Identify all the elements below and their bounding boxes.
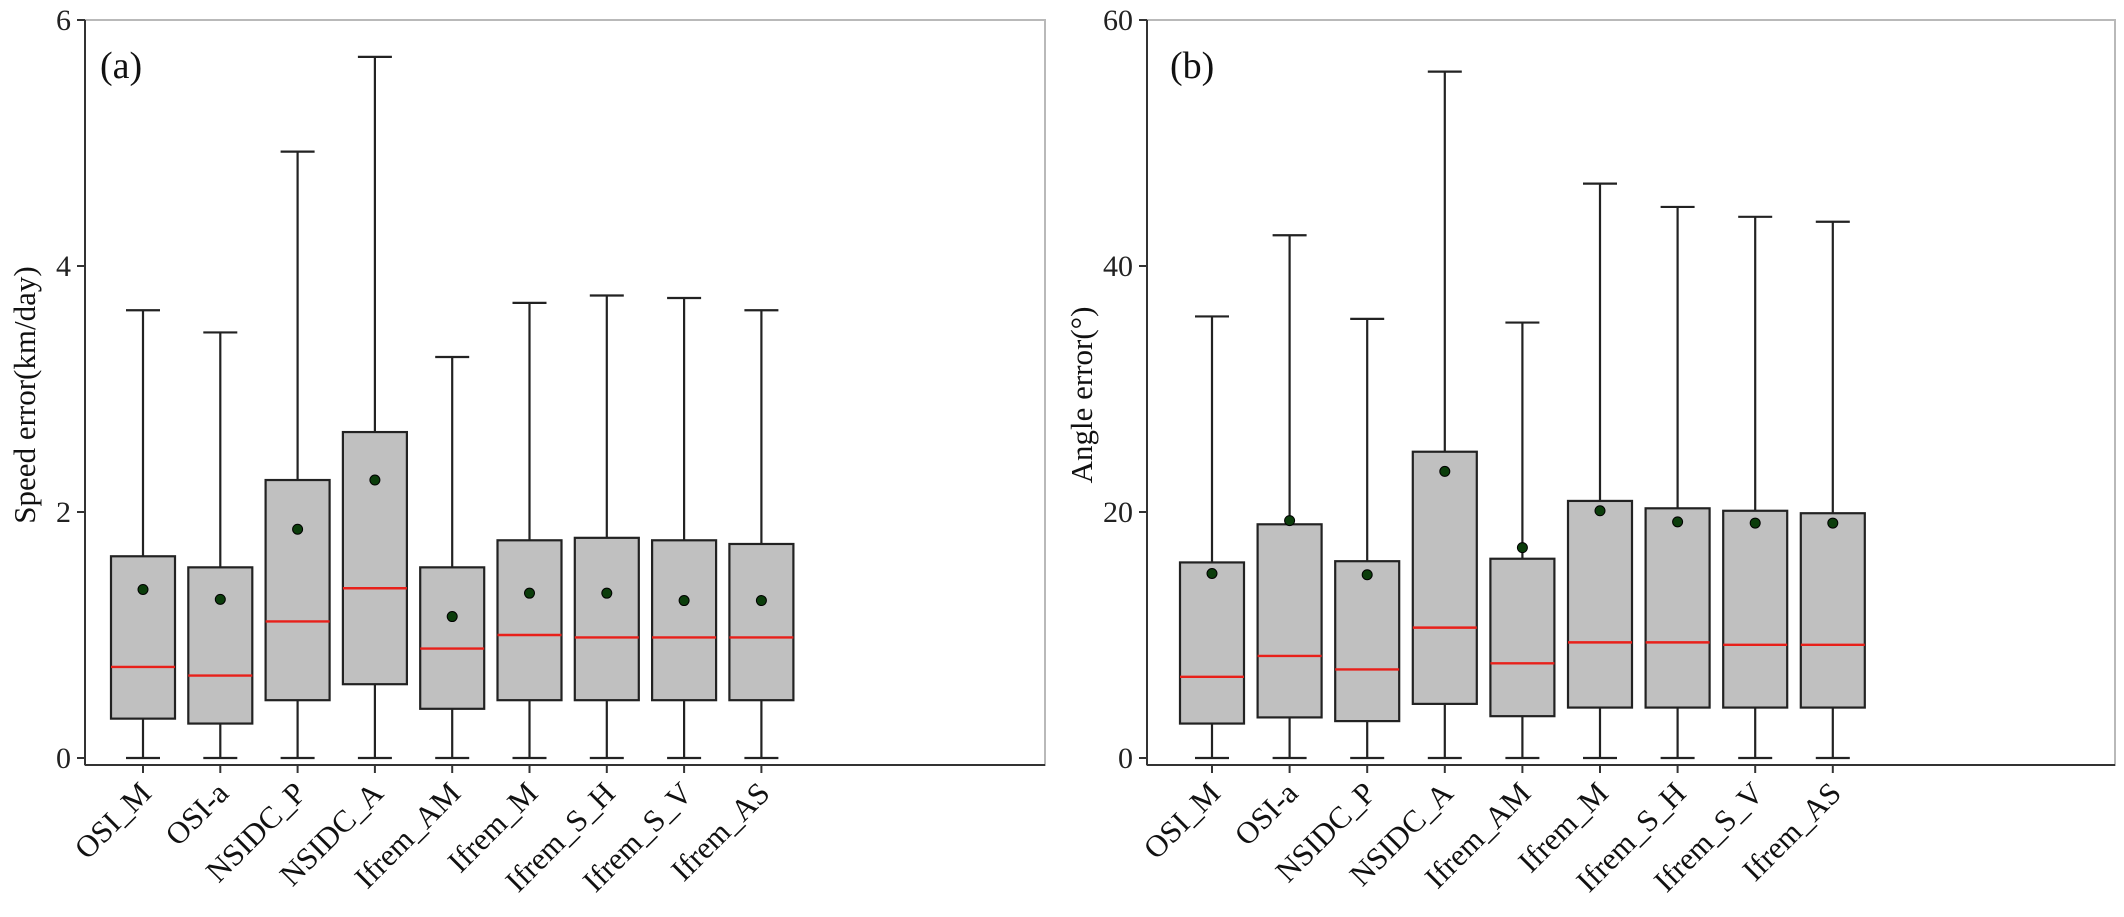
box-NSIDC_A bbox=[1411, 70, 1478, 760]
y-tick-label: 4 bbox=[56, 250, 71, 283]
box-NSIDC_P bbox=[1334, 317, 1401, 760]
mean-point bbox=[601, 587, 613, 599]
panel-b-category-labels: OSI_M OSI-aNSIDC_PNSIDC_AIfrem_AMIfrem_MI… bbox=[1136, 765, 1848, 899]
mean-point bbox=[1749, 517, 1761, 529]
iqr-box bbox=[419, 566, 486, 710]
mean-point bbox=[214, 593, 226, 605]
iqr-box bbox=[187, 566, 254, 725]
y-tick-label: 2 bbox=[56, 496, 71, 529]
iqr-box bbox=[341, 430, 408, 686]
iqr-box bbox=[109, 555, 177, 720]
category-label: OSI_M bbox=[67, 775, 158, 866]
box-Ifrem_M bbox=[496, 301, 563, 760]
box-NSIDC_P bbox=[264, 150, 331, 760]
iqr-box bbox=[1411, 450, 1478, 705]
panel-a-category-labels: OSI_M OSI-aNSIDC_PNSIDC_AIfrem_AMIfrem_MI… bbox=[67, 765, 776, 899]
category-label: OSI_M bbox=[1136, 775, 1227, 866]
y-tick-label: 0 bbox=[1118, 742, 1133, 775]
box-Ifrem_S_V bbox=[1722, 215, 1789, 760]
y-tick-label: 20 bbox=[1103, 496, 1133, 529]
iqr-box bbox=[1644, 507, 1711, 709]
iqr-box bbox=[1178, 561, 1246, 725]
iqr-box bbox=[1489, 557, 1556, 718]
iqr-box bbox=[1722, 509, 1789, 709]
iqr-box bbox=[650, 539, 718, 702]
mean-point bbox=[1361, 569, 1373, 581]
box-OSI_M bbox=[1178, 315, 1246, 760]
mean-point bbox=[369, 474, 381, 486]
panel-b: (b) Angle error(°) 0 20 40 60 OSI_M OSI-aNSI… bbox=[1064, 4, 2116, 899]
mean-point bbox=[137, 583, 149, 595]
mean-point bbox=[446, 611, 458, 623]
mean-point bbox=[1206, 568, 1218, 579]
mean-point bbox=[1439, 465, 1451, 477]
iqr-box bbox=[573, 536, 640, 702]
panel-b-boxes bbox=[1178, 70, 1866, 760]
iqr-box bbox=[264, 478, 331, 702]
mean-point bbox=[755, 595, 767, 607]
box-Ifrem_S_V bbox=[650, 296, 718, 760]
box-OSI-a bbox=[187, 331, 254, 760]
box-Ifrem_M bbox=[1566, 182, 1634, 760]
mean-point bbox=[1516, 542, 1528, 554]
mean-point bbox=[678, 595, 690, 607]
iqr-box bbox=[496, 539, 563, 702]
box-Ifrem_S_H bbox=[1644, 205, 1711, 760]
box-OSI-a bbox=[1256, 234, 1323, 760]
y-tick-label: 6 bbox=[56, 4, 71, 37]
mean-point bbox=[1284, 515, 1296, 527]
panel-a-y-axis-label: Speed error(km/day) bbox=[7, 266, 42, 523]
box-Ifrem_AS bbox=[728, 309, 795, 760]
box-Ifrem_AM bbox=[1489, 321, 1556, 760]
panel-b-y-axis-label: Angle error(°) bbox=[1064, 307, 1099, 484]
iqr-box bbox=[1256, 523, 1323, 719]
box-Ifrem_S_H bbox=[573, 294, 640, 760]
iqr-box bbox=[1566, 499, 1634, 709]
mean-point bbox=[1594, 505, 1606, 517]
mean-point bbox=[292, 523, 304, 535]
panel-b-y-ticks: 0 20 40 60 bbox=[1103, 4, 1147, 775]
mean-point bbox=[524, 587, 535, 599]
box-Ifrem_AS bbox=[1799, 220, 1866, 760]
panel-a-tag: (a) bbox=[100, 45, 142, 87]
panel-a-y-ticks: 0 2 4 6 bbox=[56, 4, 85, 775]
panel-b-tag: (b) bbox=[1170, 45, 1214, 87]
mean-point bbox=[1827, 517, 1839, 529]
box-OSI_M bbox=[109, 309, 177, 760]
y-tick-label: 60 bbox=[1103, 4, 1133, 37]
iqr-box bbox=[1799, 512, 1866, 709]
panel-a: (a) Speed error(km/day) 0 2 4 6 OSI_M OSI-aN… bbox=[7, 4, 1046, 899]
y-tick-label: 0 bbox=[56, 742, 71, 775]
iqr-box bbox=[728, 542, 795, 702]
box-NSIDC_A bbox=[341, 55, 408, 760]
y-tick-label: 40 bbox=[1103, 250, 1133, 283]
panel-a-boxes bbox=[109, 55, 795, 760]
box-Ifrem_AM bbox=[419, 355, 486, 760]
mean-point bbox=[1672, 516, 1684, 528]
iqr-box bbox=[1334, 560, 1401, 723]
